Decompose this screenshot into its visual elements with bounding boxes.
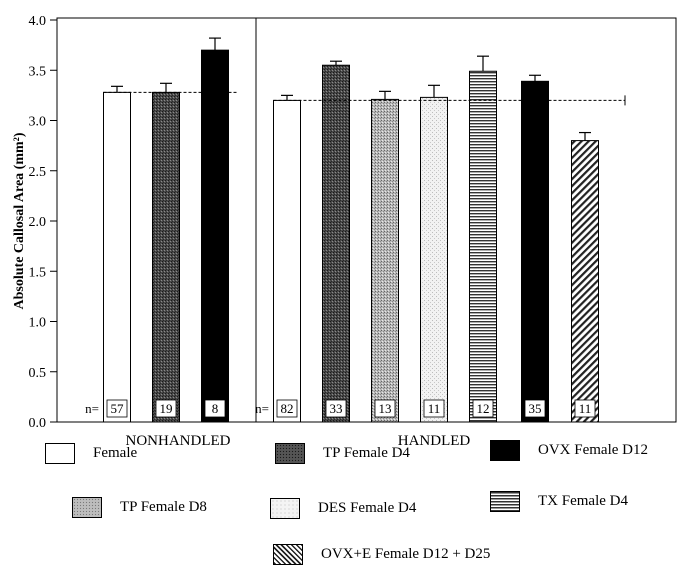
y-tick-label: 2.0	[29, 215, 47, 230]
n-label-box	[276, 399, 298, 418]
bar-des_d4	[420, 96, 448, 423]
bar-female	[103, 91, 131, 423]
n-prefix: n=	[255, 401, 269, 416]
n-label: 12	[477, 401, 490, 416]
bar-ovxe	[571, 140, 599, 423]
n-label-box	[106, 399, 128, 418]
n-label: 33	[330, 401, 343, 416]
legend-label: TX Female D4	[538, 493, 628, 509]
y-tick-label: 2.5	[29, 165, 47, 180]
legend-swatch	[275, 443, 305, 464]
plot-frame	[56, 17, 677, 423]
legend-item-female: Female	[45, 443, 137, 464]
legend-label: OVX Female D12	[538, 442, 648, 458]
bar-tp_d4	[322, 64, 350, 423]
n-label: 13	[379, 401, 392, 416]
legend-item-ovx_d12: OVX Female D12	[490, 440, 648, 461]
n-label-box	[423, 399, 445, 418]
y-tick-label: 3.5	[29, 64, 47, 79]
y-tick-label: 0.5	[29, 366, 47, 381]
legend-swatch	[45, 443, 75, 464]
legend-item-tp_d8: TP Female D8	[72, 497, 207, 518]
y-axis-label: Absolute Callosal Area (mm²)	[12, 132, 27, 309]
legend-item-ovxe: OVX+E Female D12 + D25	[273, 544, 490, 565]
legend-swatch	[270, 498, 300, 519]
n-label: 11	[428, 401, 441, 416]
bar-tx_d4	[469, 70, 497, 423]
n-label-box	[374, 399, 396, 418]
n-label-box	[524, 399, 546, 418]
y-tick-label: 4.0	[29, 14, 47, 29]
group-label: HANDLED	[398, 433, 471, 449]
legend-label: Female	[93, 445, 138, 461]
y-tick-label: 1.0	[29, 316, 47, 331]
legend-swatch	[72, 497, 102, 518]
n-label-box	[472, 399, 494, 418]
legend-swatch	[490, 491, 520, 512]
legend-label: OVX+E Female D12 + D25	[321, 546, 491, 562]
legend-item-tx_d4: TX Female D4	[490, 491, 628, 512]
n-label: 8	[212, 401, 219, 416]
legend-label: TP Female D4	[323, 445, 410, 461]
bar-ovx_d12	[521, 80, 549, 423]
bar-female	[273, 99, 301, 423]
legend-label: DES Female D4	[318, 500, 417, 516]
legend-item-tp_d4: TP Female D4	[275, 443, 410, 464]
y-tick-label: 3.0	[29, 115, 47, 130]
legend-label: TP Female D8	[120, 499, 207, 515]
n-label-box	[325, 399, 347, 418]
bar-tp_d4	[152, 91, 180, 423]
legend-item-des_d4: DES Female D4	[270, 498, 416, 519]
n-label: 35	[529, 401, 542, 416]
bar-tp_d8	[371, 98, 399, 423]
n-label: 19	[160, 401, 173, 416]
y-tick-label: 1.5	[29, 265, 47, 280]
n-label: 11	[579, 401, 592, 416]
n-prefix: n=	[85, 401, 99, 416]
group-label: NONHANDLED	[126, 433, 231, 449]
n-label-box	[204, 399, 226, 418]
n-label-box	[574, 399, 596, 418]
n-label-box	[155, 399, 177, 418]
y-tick-label: 0.0	[29, 416, 47, 431]
bar-ovx_d12	[201, 49, 229, 423]
legend-swatch	[490, 440, 520, 461]
n-label: 82	[281, 401, 294, 416]
n-label: 57	[111, 401, 125, 416]
legend-swatch	[273, 544, 303, 565]
